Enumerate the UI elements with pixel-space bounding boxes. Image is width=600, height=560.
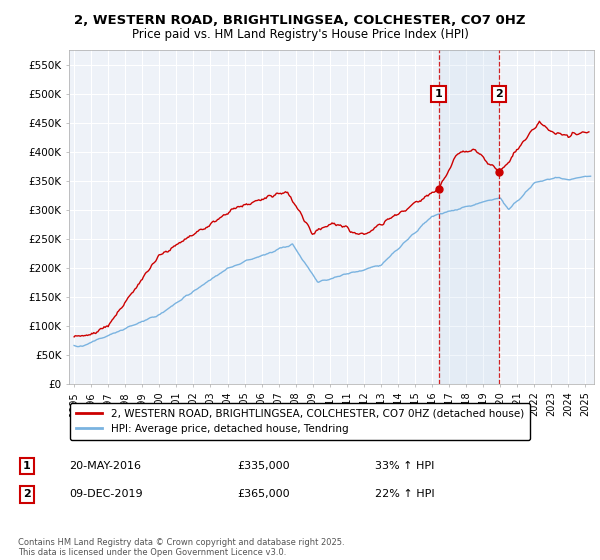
Legend: 2, WESTERN ROAD, BRIGHTLINGSEA, COLCHESTER, CO7 0HZ (detached house), HPI: Avera: 2, WESTERN ROAD, BRIGHTLINGSEA, COLCHEST… xyxy=(70,403,530,440)
Text: 1: 1 xyxy=(23,461,31,471)
Text: 20-MAY-2016: 20-MAY-2016 xyxy=(69,461,141,471)
Text: 2: 2 xyxy=(496,89,503,99)
Text: 2: 2 xyxy=(23,489,31,500)
Text: Contains HM Land Registry data © Crown copyright and database right 2025.
This d: Contains HM Land Registry data © Crown c… xyxy=(18,538,344,557)
Text: 33% ↑ HPI: 33% ↑ HPI xyxy=(375,461,434,471)
Text: 09-DEC-2019: 09-DEC-2019 xyxy=(69,489,143,500)
Text: 2, WESTERN ROAD, BRIGHTLINGSEA, COLCHESTER, CO7 0HZ: 2, WESTERN ROAD, BRIGHTLINGSEA, COLCHEST… xyxy=(74,14,526,27)
Text: 22% ↑ HPI: 22% ↑ HPI xyxy=(375,489,434,500)
Bar xyxy=(439,50,499,384)
Text: Price paid vs. HM Land Registry's House Price Index (HPI): Price paid vs. HM Land Registry's House … xyxy=(131,28,469,41)
Text: 1: 1 xyxy=(434,89,442,99)
Text: £365,000: £365,000 xyxy=(237,489,290,500)
Text: £335,000: £335,000 xyxy=(237,461,290,471)
